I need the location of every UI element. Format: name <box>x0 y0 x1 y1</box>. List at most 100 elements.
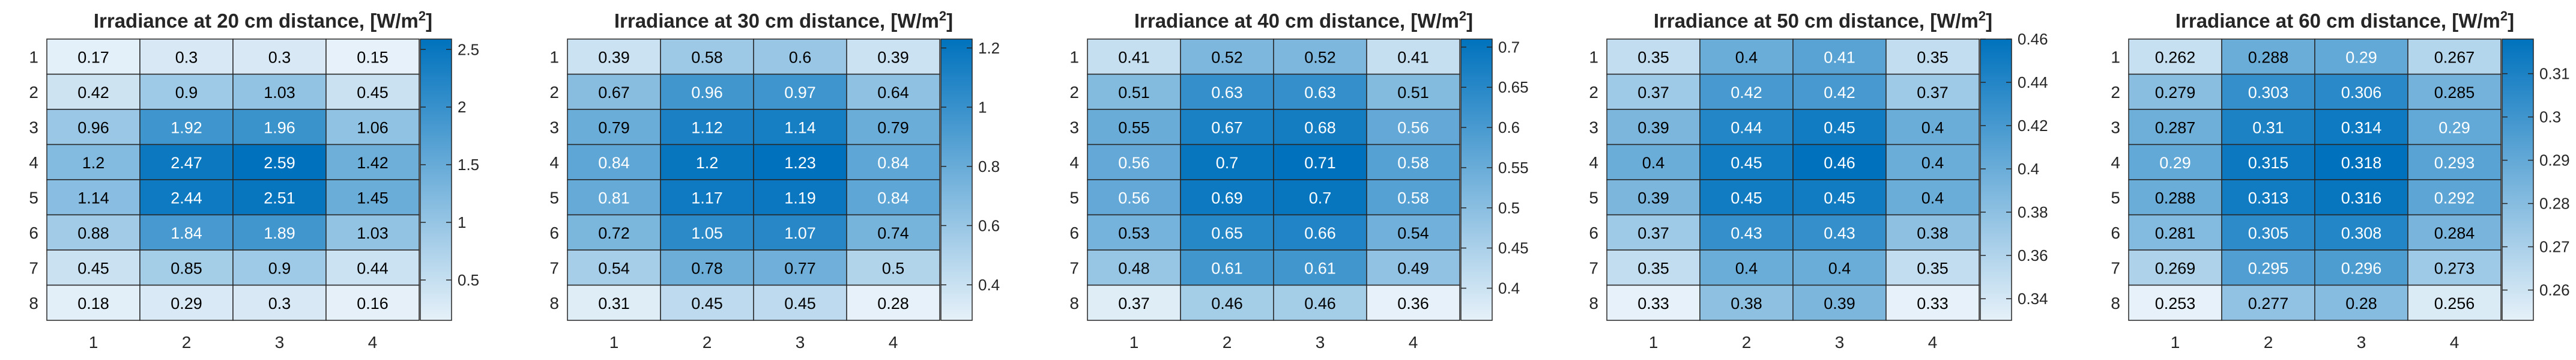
heatmap-cell <box>46 214 141 251</box>
cell-value-label: 2.51 <box>264 189 295 207</box>
x-tick-label: 1 <box>2171 333 2180 352</box>
cell-value-label: 0.54 <box>1397 224 1429 242</box>
cell-value-label: 0.16 <box>357 294 389 313</box>
colorbar-tick-label: 0.65 <box>1498 78 1529 96</box>
cell-value-label: 0.31 <box>598 294 630 313</box>
cell-value-label: 0.64 <box>877 84 909 102</box>
heatmap-cell <box>1606 73 1701 110</box>
heatmap-cell <box>1087 284 1181 321</box>
heatmap-cell <box>1699 144 1794 180</box>
cell-value-label: 0.29 <box>2159 154 2191 172</box>
heatmap-cell <box>846 179 940 216</box>
x-tick-label: 1 <box>609 333 619 352</box>
cell-value-label: 0.308 <box>2341 224 2382 242</box>
cell-value-label: 0.4 <box>1921 118 1944 136</box>
heatmap-cell <box>325 179 420 216</box>
cell-value-label: 0.35 <box>1637 48 1669 66</box>
cell-value-label: 0.3 <box>175 48 198 66</box>
heatmap-cell <box>1366 284 1460 321</box>
y-tick-label: 1 <box>1589 47 1598 66</box>
cell-value-label: 0.58 <box>1397 189 1429 207</box>
cell-value-label: 0.35 <box>1917 259 1949 277</box>
heatmap-cell <box>1885 38 1980 75</box>
heatmap-cell <box>1273 249 1367 286</box>
chart-title: Irradiance at 20 cm distance, [W/m2] <box>94 8 432 32</box>
x-tick-label: 2 <box>1742 333 1752 352</box>
cell-value-label: 1.07 <box>784 224 816 242</box>
cell-value-label: 0.68 <box>1304 118 1336 136</box>
heatmap-cell <box>2407 73 2502 110</box>
heatmap-cell <box>2221 144 2315 180</box>
cell-value-label: 0.84 <box>877 154 909 172</box>
heatmap-cell <box>1885 73 1980 110</box>
heatmap-cell <box>1792 214 1887 251</box>
x-tick-label: 2 <box>182 333 192 352</box>
cell-value-label: 0.61 <box>1211 259 1243 277</box>
colorbar-tick-label: 1 <box>458 213 466 231</box>
cell-value-label: 0.292 <box>2434 189 2475 207</box>
cell-value-label: 0.63 <box>1211 84 1243 102</box>
heatmap-cell <box>660 144 754 180</box>
cell-value-label: 0.293 <box>2434 154 2475 172</box>
heatmap-cell <box>1885 144 1980 180</box>
colorbar-tick-label: 0.4 <box>1498 279 1520 297</box>
cell-value-label: 1.12 <box>691 118 723 136</box>
colorbar <box>940 38 973 321</box>
heatmap-cell <box>1792 73 1887 110</box>
cell-value-label: 1.03 <box>264 84 295 102</box>
y-tick-label: 6 <box>29 224 38 242</box>
heatmap-cell <box>753 179 847 216</box>
cell-value-label: 0.44 <box>357 259 389 277</box>
heatmap-cell <box>1180 179 1274 216</box>
cell-value-label: 0.77 <box>784 259 816 277</box>
cell-value-label: 1.05 <box>691 224 723 242</box>
colorbar-tick-label: 2.5 <box>458 40 479 58</box>
colorbar-tick-label: 0.28 <box>2539 195 2570 213</box>
heatmap-cell <box>139 179 234 216</box>
colorbar-tick-label: 0.26 <box>2539 281 2570 299</box>
x-tick-label: 4 <box>368 333 378 352</box>
heatmap-cell <box>1273 109 1367 145</box>
colorbar-tick-label: 2 <box>458 98 466 116</box>
cell-value-label: 1.92 <box>171 118 202 136</box>
cell-value-label: 0.33 <box>1637 294 1669 313</box>
cell-value-label: 1.89 <box>264 224 295 242</box>
cell-value-label: 0.71 <box>1304 154 1336 172</box>
y-tick-label: 2 <box>1589 83 1598 102</box>
colorbar-tick-label: 0.27 <box>2539 238 2570 256</box>
x-tick-label: 2 <box>2264 333 2273 352</box>
y-tick-label: 3 <box>2111 118 2120 136</box>
colorbar-tick-label: 0.5 <box>1498 199 1520 217</box>
heatmap-cell <box>2314 38 2408 75</box>
y-tick-label: 5 <box>29 188 38 207</box>
cell-value-label: 0.42 <box>77 84 109 102</box>
heatmap-cell <box>2314 179 2408 216</box>
cell-value-label: 0.273 <box>2434 259 2475 277</box>
heatmap-cell <box>660 109 754 145</box>
heatmap-cell <box>1087 214 1181 251</box>
cell-value-label: 0.54 <box>598 259 630 277</box>
heatmap-cell <box>325 144 420 180</box>
cell-value-label: 2.59 <box>264 154 295 172</box>
cell-value-label: 0.42 <box>1824 84 1855 102</box>
y-tick-label: 8 <box>549 294 559 313</box>
colorbar-tick-label: 0.45 <box>1498 239 1529 257</box>
heatmap-cell <box>232 38 327 75</box>
heatmap-cell <box>846 144 940 180</box>
cell-value-label: 0.41 <box>1397 48 1429 66</box>
y-tick-label: 1 <box>549 47 559 66</box>
heatmap-cell <box>660 249 754 286</box>
y-tick-label: 5 <box>2111 188 2120 207</box>
heatmap-cell <box>139 38 234 75</box>
cell-value-label: 0.33 <box>1917 294 1949 313</box>
heatmap-cell <box>846 284 940 321</box>
heatmap-cell <box>46 38 141 75</box>
colorbar-tick-label: 0.34 <box>2018 290 2048 308</box>
cell-value-label: 0.295 <box>2248 259 2289 277</box>
x-tick-label: 4 <box>2450 333 2460 352</box>
x-tick-label: 2 <box>1223 333 1232 352</box>
cell-value-label: 0.4 <box>1642 154 1665 172</box>
cell-value-label: 0.52 <box>1304 48 1336 66</box>
cell-value-label: 0.53 <box>1118 224 1150 242</box>
